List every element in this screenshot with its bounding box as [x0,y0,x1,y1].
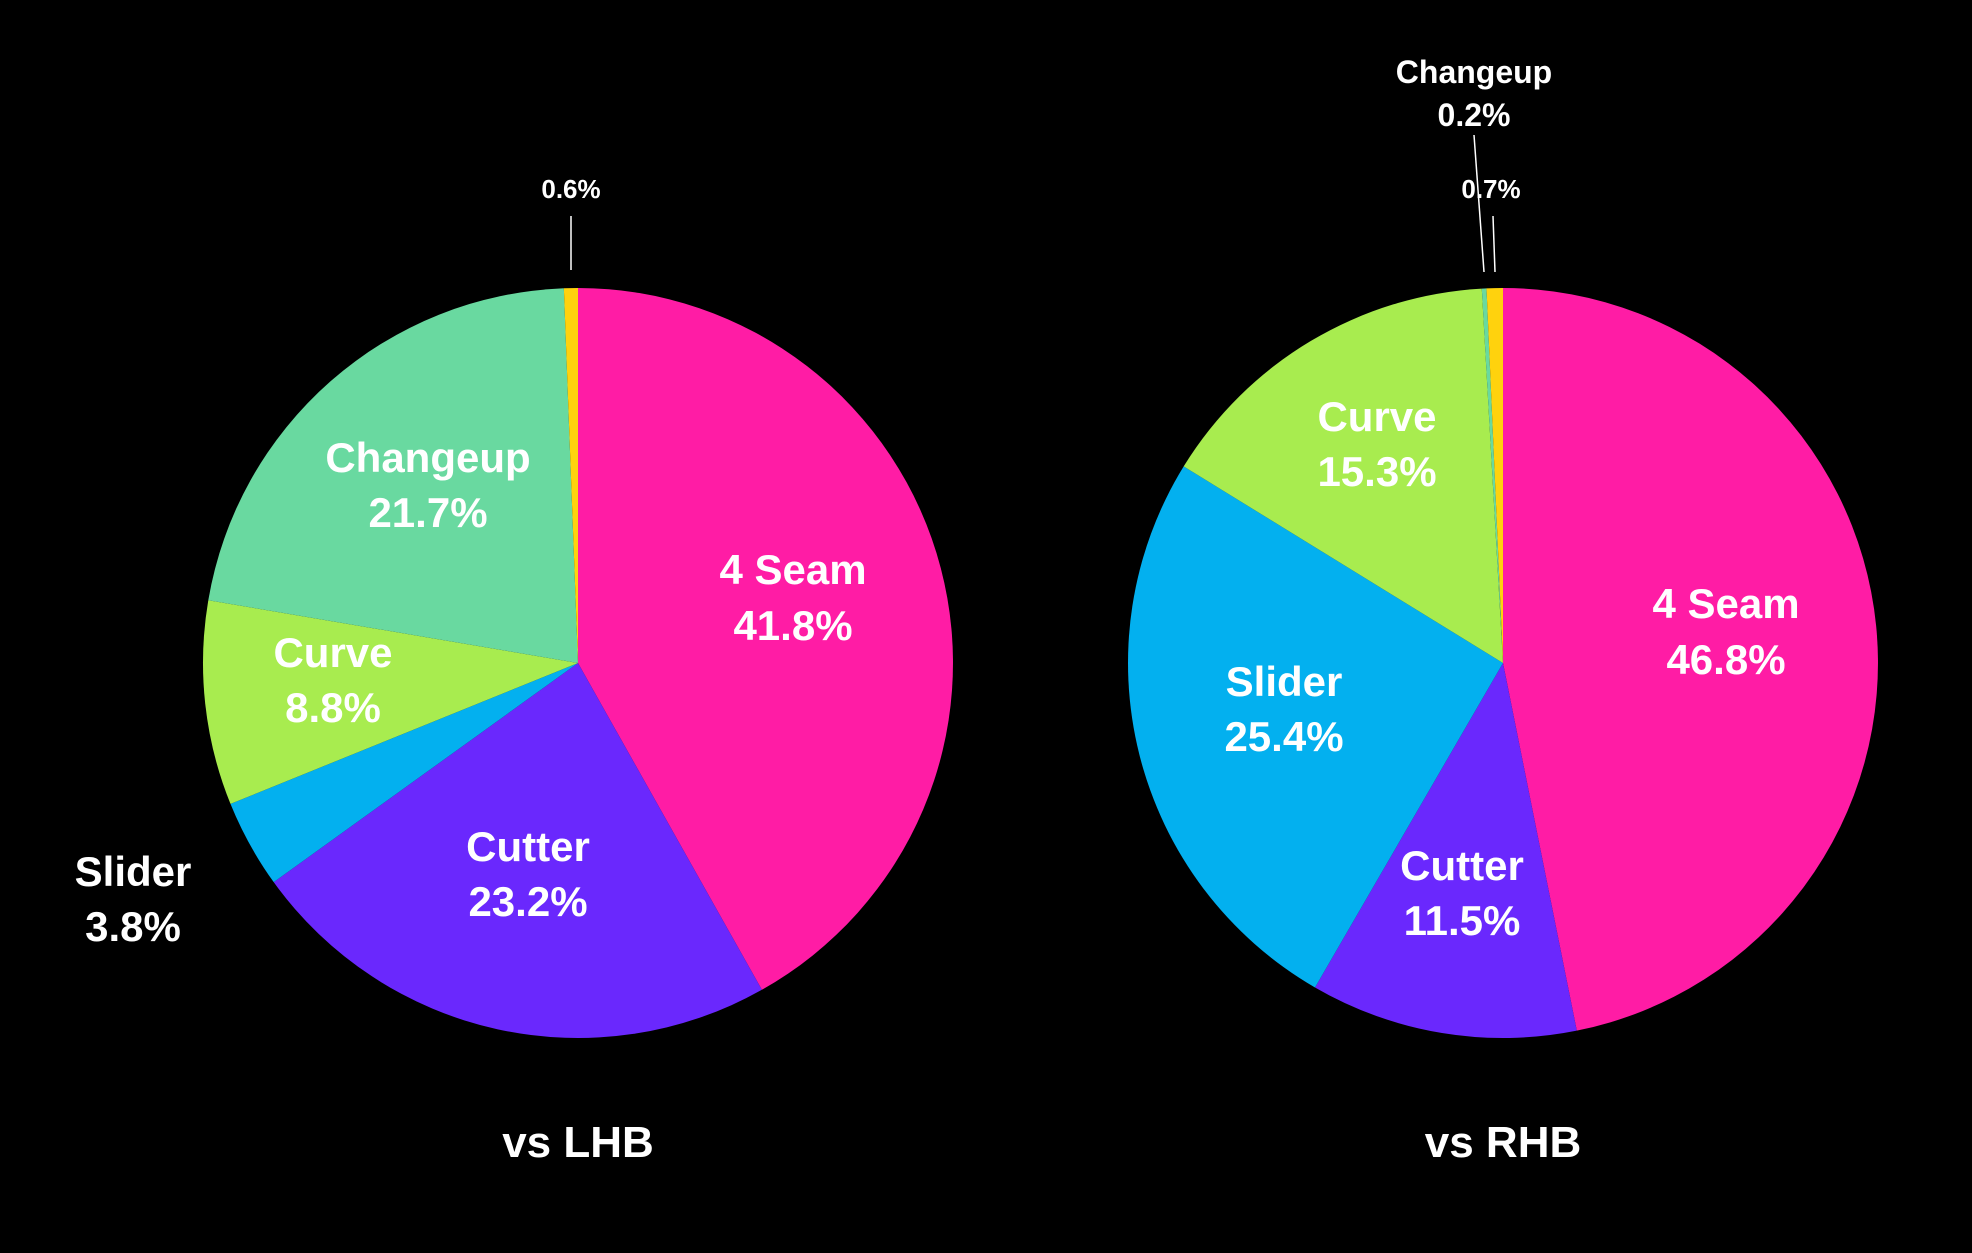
chart-title: vs RHB [1425,1118,1582,1167]
slice-value-label-curve: 8.8% [285,684,381,731]
leader-line-other-5 [1492,215,1496,273]
slice-value-label-slider: 3.8% [85,903,181,950]
slice-cutter [1314,663,1577,1038]
slice-name-label-cutter: Cutter [466,823,590,870]
slice-curve [1183,288,1503,663]
chart-title: vs LHB [502,1118,654,1167]
slice-value-label-other-5: 0.6% [541,174,600,204]
slice-name-label-curve: Curve [273,629,392,676]
slice-name-label-changeup: Changeup [325,434,530,481]
slice-slider [1128,466,1503,988]
pie-chart-vs-rhb: 4 Seam 46.8% Cutter 11.5% Slider 25.4% Curve 15… [1128,54,1878,1167]
slice-4-seam [1503,288,1878,1031]
slice-value-label-cutter: 11.5% [1404,897,1521,944]
slice-value-label-curve: 15.3% [1317,448,1436,495]
slice-name-label-cutter: Cutter [1400,842,1524,889]
slice-name-label-4-seam: 4 Seam [719,546,866,593]
slice-value-label-cutter: 23.2% [468,878,587,925]
slice-cutter [273,663,762,1038]
slice-curve [202,600,578,804]
slice-name-label-slider: Slider [75,848,192,895]
slice-value-label-changeup: 21.7% [368,489,487,536]
slice-4-seam [578,288,953,990]
slice-value-label-4-seam: 46.8% [1666,636,1785,683]
slice-slider [230,663,579,883]
slice-other-5 [1486,288,1503,663]
slice-name-label-curve: Curve [1317,393,1436,440]
slice-name-label-4-seam: 4 Seam [1652,580,1799,627]
leader-line-changeup [1473,134,1485,273]
pie-chart-vs-lhb: 4 Seam 41.8% Cutter 23.2% Slider 3.8% Curve 8.8… [75,174,953,1167]
slice-value-label-other-5: 0.7% [1461,174,1520,204]
slice-other-5 [563,288,578,663]
slice-value-label-slider: 25.4% [1224,713,1343,760]
slice-changeup [1481,288,1503,663]
slice-value-label-changeup: 0.2% [1438,97,1511,133]
slice-value-label-4-seam: 41.8% [733,602,852,649]
slice-name-label-changeup: Changeup [1396,54,1552,90]
slice-name-label-slider: Slider [1226,658,1343,705]
slice-changeup [208,288,579,663]
